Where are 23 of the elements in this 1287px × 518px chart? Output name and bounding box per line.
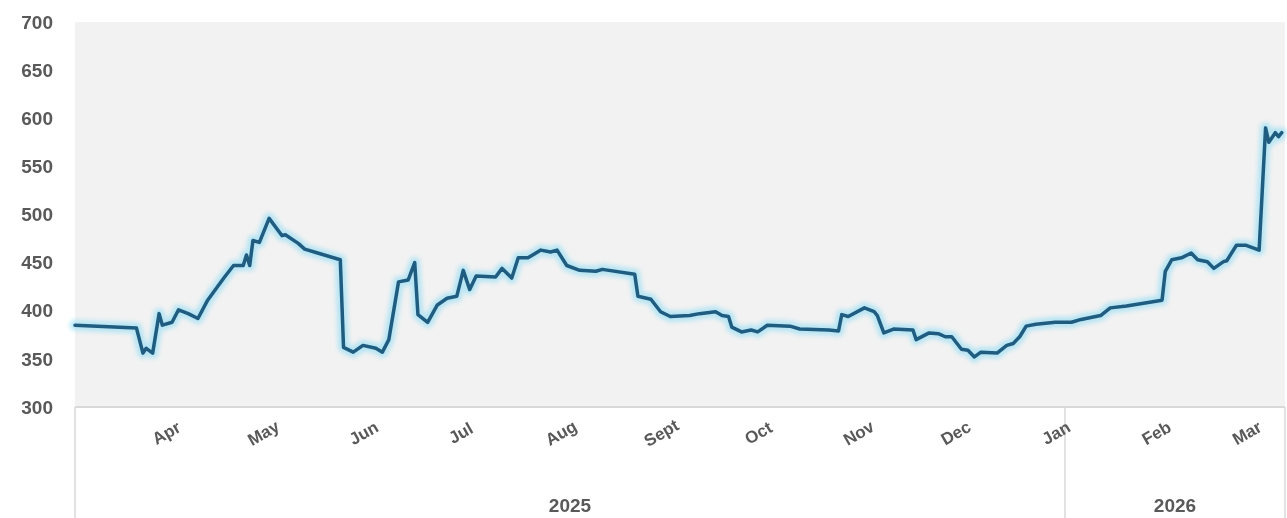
x-tick-label: Mar xyxy=(1229,417,1266,450)
text: 2025 xyxy=(548,494,592,516)
y-tick-label: 300 xyxy=(21,396,53,418)
x-tick-label: Aug xyxy=(542,416,581,450)
y-tick-label: 650 xyxy=(21,59,53,81)
y-tick-label: 600 xyxy=(21,107,53,129)
y-tick-label: 550 xyxy=(21,156,53,178)
text: 2026 xyxy=(1153,494,1197,516)
x-tick-label: May xyxy=(244,416,284,450)
x-tick-label: Jun xyxy=(346,417,382,450)
y-tick-label: 500 xyxy=(21,204,53,226)
x-tick-label: Nov xyxy=(840,416,879,450)
x-tick-label: Dec xyxy=(937,417,975,450)
x-tick-label: Feb xyxy=(1138,417,1175,450)
x-tick-label: Apr xyxy=(149,417,185,449)
x-tick-label: Jan xyxy=(1038,417,1074,449)
y-tick-label: 400 xyxy=(21,300,53,322)
y-tick-label: 350 xyxy=(21,348,53,370)
x-tick-label: Jul xyxy=(445,418,477,448)
y-tick-label: 450 xyxy=(21,252,53,274)
x-tick-label: Sept xyxy=(640,415,683,451)
x-tick-label: Oct xyxy=(741,417,776,449)
y-tick-label: 700 xyxy=(21,11,53,33)
